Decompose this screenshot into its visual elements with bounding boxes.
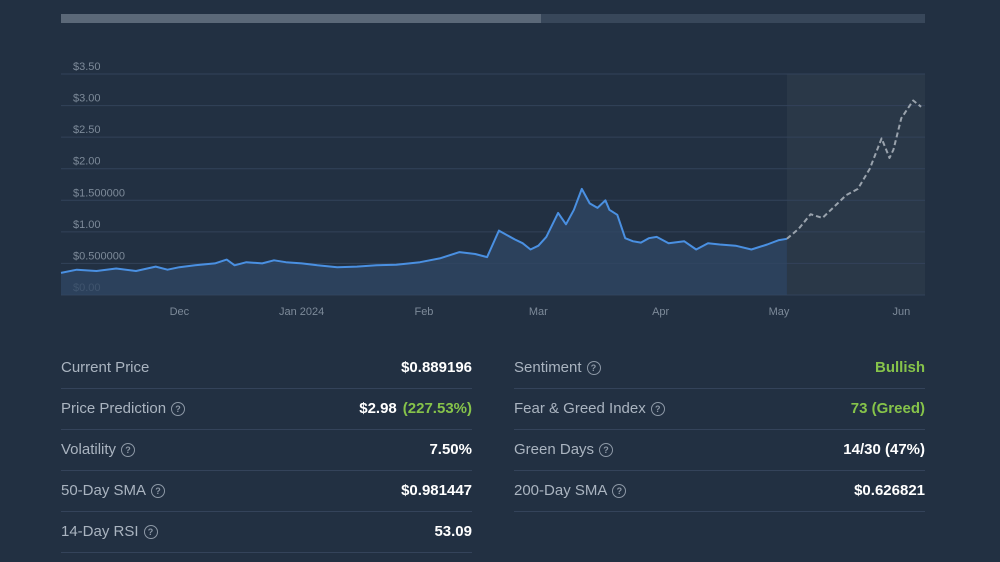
stat-label-200-day-sma: 200-Day SMA [514,482,608,499]
question-circle-icon[interactable]: ? [612,484,627,498]
stat-row-price-prediction: Price Prediction? $2.98 (227.53%) [61,389,472,430]
y-tick-label: $3.50 [73,61,101,73]
stat-label-current-price: Current Price [61,359,150,376]
stat-row-volatility: Volatility? 7.50% [61,430,472,471]
stat-label-14-day-rsi: 14-Day RSI [61,523,139,540]
y-tick-label: $3.00 [73,93,101,105]
y-tick-label: $1.500000 [73,187,125,199]
progress-bar [61,14,925,23]
x-tick-label: Jun [892,306,910,318]
y-tick-label: $1.00 [73,219,101,231]
stat-label-wrap: Price Prediction? [61,400,186,417]
stat-label-fear-greed-index: Fear & Greed Index [514,400,646,417]
stats-left-column: Current Price $0.889196 Price Prediction… [61,348,472,553]
stat-label-wrap: Fear & Greed Index? [514,400,665,417]
x-tick-label: Mar [529,306,548,318]
stat-label-wrap: 200-Day SMA? [514,482,627,499]
stat-value-prediction-percent: (227.53%) [402,400,472,417]
stat-row-14-day-rsi: 14-Day RSI? 53.09 [61,512,472,553]
stat-label-volatility: Volatility [61,441,117,458]
stat-row-50-day-sma: 50-Day SMA? $0.981447 [61,471,472,512]
stat-label-50-day-sma: 50-Day SMA [61,482,147,499]
x-tick-label: May [769,306,790,318]
question-circle-icon[interactable]: ? [121,443,136,457]
x-tick-label: Feb [414,306,433,318]
stat-value-fear-greed-index: 73 (Greed) [850,400,925,417]
y-tick-label: $0.500000 [73,250,125,262]
question-circle-icon[interactable]: ? [586,361,601,375]
stat-value-sentiment: Bullish [874,359,925,376]
forecast-region [786,74,925,295]
stat-value-50-day-sma: $0.981447 [401,482,472,499]
chart-right-mask [925,60,1000,325]
x-tick-label: Dec [170,306,190,318]
stat-label-wrap: 14-Day RSI? [61,523,158,540]
question-circle-icon[interactable]: ? [151,484,166,498]
stat-row-green-days: Green Days? 14/30 (47%) [514,430,925,471]
stat-label-sentiment: Sentiment [514,359,582,376]
price-area [61,188,787,295]
price-forecast-line[interactable] [786,99,922,240]
question-circle-icon[interactable]: ? [171,402,186,416]
stat-row-current-price: Current Price $0.889196 [61,348,472,389]
stat-value-200-day-sma: $0.626821 [854,482,925,499]
stat-row-fear-greed-index: Fear & Greed Index? 73 (Greed) [514,389,925,430]
stat-label-wrap: Volatility? [61,441,136,458]
stat-row-200-day-sma: 200-Day SMA? $0.626821 [514,471,925,512]
stat-value-14-day-rsi: 53.09 [434,523,472,540]
stat-label-price-prediction: Price Prediction [61,400,167,417]
question-circle-icon[interactable]: ? [650,402,665,416]
question-circle-icon[interactable]: ? [143,525,158,539]
stat-value-price-prediction: $2.98 [359,400,397,417]
stat-value-green-days: 14/30 (47%) [843,441,925,458]
price-history-line[interactable] [60,187,788,274]
stat-label-wrap: 50-Day SMA? [61,482,166,499]
progress-bar-fill [61,14,542,23]
x-tick-label: Jan 2024 [279,306,324,318]
stat-label-green-days: Green Days [514,441,595,458]
stat-value-wrap: $2.98 (227.53%) [359,400,472,417]
stats-right-column: Sentiment? Bullish Fear & Greed Index? 7… [514,348,925,512]
y-tick-label: $2.00 [73,156,101,168]
price-chart[interactable]: $0.00$0.500000$1.00$1.500000$2.00$2.50$3… [0,60,1000,325]
stat-value-current-price: $0.889196 [401,359,472,376]
stat-label-wrap: Green Days? [514,441,614,458]
y-tick-label: $2.50 [73,124,101,136]
x-tick-label: Apr [652,306,669,318]
stat-label-wrap: Sentiment? [514,359,601,376]
price-chart-svg[interactable]: $0.00$0.500000$1.00$1.500000$2.00$2.50$3… [0,60,1000,325]
stat-value-volatility: 7.50% [429,441,472,458]
question-circle-icon[interactable]: ? [599,443,614,457]
stat-row-sentiment: Sentiment? Bullish [514,348,925,389]
